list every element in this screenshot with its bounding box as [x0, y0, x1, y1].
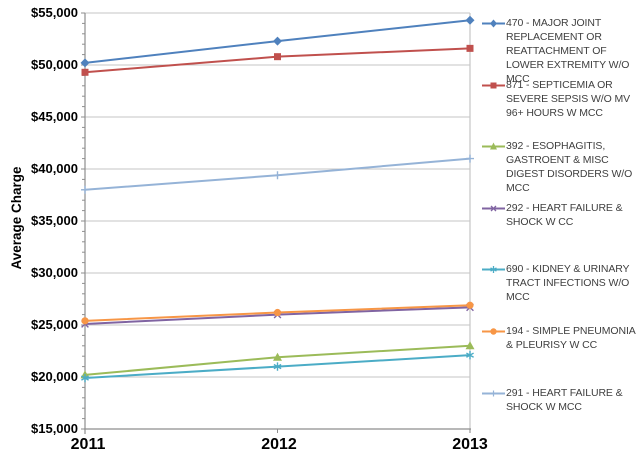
marker-asterisk	[81, 373, 89, 383]
legend-marker-icon-x	[482, 202, 506, 220]
marker-asterisk	[466, 350, 474, 360]
marker-diamond	[80, 58, 90, 68]
y-tick-label: $45,000	[31, 109, 78, 124]
y-tick-label: $35,000	[31, 213, 78, 228]
legend-item: 871 - SEPTICEMIA OR SEVERE SEPSIS W/O MV…	[482, 78, 636, 120]
y-tick-label: $55,000	[31, 5, 78, 20]
legend-label: 392 - ESOPHAGITIS, GASTROENT & MISC DIGE…	[506, 140, 633, 194]
legend-marker-icon-diamond	[482, 17, 506, 35]
marker-square	[81, 68, 89, 76]
legend-label: 292 - HEART FAILURE & SHOCK W CC	[506, 202, 623, 228]
marker-circle	[273, 308, 282, 317]
y-tick-label: $15,000	[31, 421, 78, 436]
legend-item: 194 - SIMPLE PNEUMONIA & PLEURISY W CC	[482, 324, 636, 352]
legend-label: 871 - SEPTICEMIA OR SEVERE SEPSIS W/O MV…	[506, 79, 631, 119]
x-tick-label-2012: 2012	[261, 436, 297, 453]
marker-diamond	[465, 15, 475, 25]
legend-item: 690 - KIDNEY & URINARY TRACT INFECTIONS …	[482, 262, 636, 304]
y-tick-label: $30,000	[31, 265, 78, 280]
x-tick-label-2011: 2011	[70, 436, 106, 453]
legend-label: 470 - MAJOR JOINT REPLACEMENT OR REATTAC…	[506, 17, 630, 85]
legend-marker-icon-square	[482, 79, 506, 97]
legend-marker-icon-asterisk	[482, 263, 506, 281]
marker-circle	[81, 317, 89, 325]
legend-marker-icon-triangle	[482, 140, 506, 158]
legend-item: 292 - HEART FAILURE & SHOCK W CC	[482, 201, 636, 229]
series-line	[84, 47, 471, 74]
marker-diamond	[273, 36, 282, 46]
marker-square	[274, 53, 281, 61]
legend-item: 291 - HEART FAILURE & SHOCK W MCC	[482, 386, 636, 414]
legend-label: 690 - KIDNEY & URINARY TRACT INFECTIONS …	[506, 263, 630, 303]
marker-asterisk	[273, 362, 282, 371]
marker-square	[466, 44, 474, 52]
y-tick-label: $40,000	[31, 161, 78, 176]
y-tick-label: $20,000	[31, 369, 78, 384]
y-tick-label: $50,000	[31, 57, 78, 72]
x-tick-label-2013: 2013	[452, 436, 488, 453]
legend-marker-icon-circle	[482, 325, 506, 343]
y-tick-label: $25,000	[31, 317, 78, 332]
legend-item: 470 - MAJOR JOINT REPLACEMENT OR REATTAC…	[482, 16, 636, 86]
marker-triangle	[465, 341, 475, 350]
chart-legend: 470 - MAJOR JOINT REPLACEMENT OR REATTAC…	[482, 0, 640, 465]
legend-label: 194 - SIMPLE PNEUMONIA & PLEURISY W CC	[506, 325, 636, 351]
legend-marker-icon-plus	[482, 387, 506, 405]
marker-circle	[466, 301, 474, 309]
legend-item: 392 - ESOPHAGITIS, GASTROENT & MISC DIGE…	[482, 139, 636, 195]
marker-plus	[273, 171, 282, 180]
marker-plus	[81, 185, 89, 194]
marker-triangle	[273, 352, 282, 361]
marker-plus	[466, 154, 474, 163]
legend-label: 291 - HEART FAILURE & SHOCK W MCC	[506, 387, 623, 413]
